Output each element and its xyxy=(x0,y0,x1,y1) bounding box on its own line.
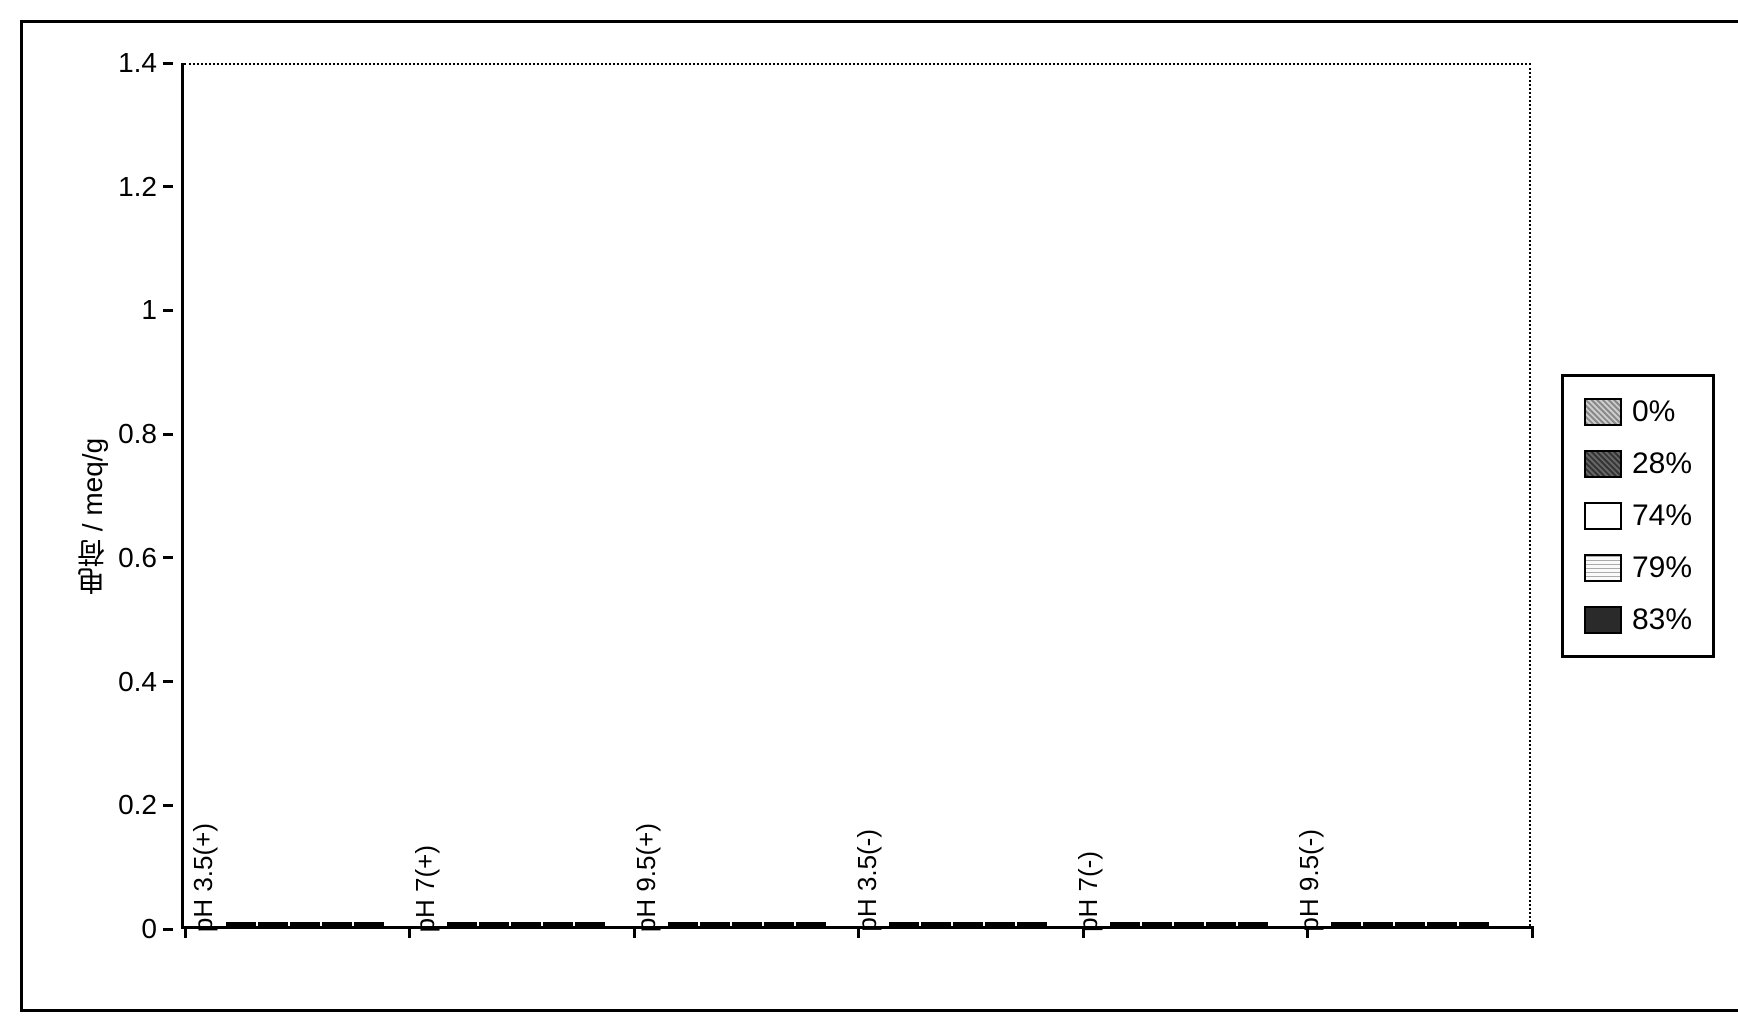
y-tick-mark xyxy=(163,309,173,312)
bar xyxy=(1017,922,1047,926)
x-tick-mark xyxy=(1531,926,1534,938)
legend-label: 0% xyxy=(1632,395,1675,429)
y-tick-label: 1.4 xyxy=(118,47,157,79)
y-tick: 1.4 xyxy=(118,47,173,79)
bar xyxy=(226,922,256,926)
legend-item: 79% xyxy=(1584,551,1692,585)
bar xyxy=(511,922,541,926)
bar xyxy=(543,922,573,926)
y-tick: 1.2 xyxy=(118,171,173,203)
bar xyxy=(796,922,826,926)
y-tick-label: 1.2 xyxy=(118,171,157,203)
bar xyxy=(732,922,762,926)
y-tick-label: 0 xyxy=(141,913,157,945)
y-tick-label: 0.2 xyxy=(118,789,157,821)
bar xyxy=(290,922,320,926)
y-tick-mark xyxy=(163,928,173,931)
bar xyxy=(479,922,509,926)
y-tick-mark xyxy=(163,185,173,188)
legend-item: 74% xyxy=(1584,499,1692,533)
bar xyxy=(322,922,352,926)
y-axis-label: 电荷 / meq/g xyxy=(63,63,113,969)
bar xyxy=(1238,922,1268,926)
bar xyxy=(354,922,384,926)
y-tick-label: 0.8 xyxy=(118,418,157,450)
x-tick-mark xyxy=(408,926,411,938)
legend-swatch xyxy=(1584,606,1622,634)
legend-label: 28% xyxy=(1632,447,1692,481)
bar xyxy=(575,922,605,926)
chart-body: 电荷 / meq/g 00.20.40.60.811.21.4 pH 3.5(+… xyxy=(63,63,1531,969)
bar-group: pH 9.5(+) xyxy=(641,922,853,926)
legend-label: 83% xyxy=(1632,603,1692,637)
bar xyxy=(1142,922,1172,926)
y-tick: 0.8 xyxy=(118,418,173,450)
group-label: pH 3.5(+) xyxy=(188,823,219,932)
group-label: pH 7(-) xyxy=(1073,851,1104,932)
x-tick-mark xyxy=(1082,926,1085,938)
y-tick-mark xyxy=(163,804,173,807)
bar-group: pH 3.5(-) xyxy=(862,922,1074,926)
y-tick: 0.4 xyxy=(118,666,173,698)
bar xyxy=(1363,922,1393,926)
x-tick-mark xyxy=(184,926,187,938)
bar xyxy=(447,922,477,926)
bar xyxy=(1206,922,1236,926)
group-label: pH 9.5(+) xyxy=(631,823,662,932)
y-tick-label: 1 xyxy=(141,294,157,326)
x-tick-mark xyxy=(857,926,860,938)
group-label: pH 7(+) xyxy=(410,845,441,932)
legend: 0% 28% 74% 79% 83% xyxy=(1561,374,1715,658)
bar xyxy=(985,922,1015,926)
bar-group: pH 3.5(+) xyxy=(198,922,410,926)
bar xyxy=(764,922,794,926)
bar-group: pH 7(+) xyxy=(420,922,632,926)
bar xyxy=(700,922,730,926)
bar xyxy=(1427,922,1457,926)
legend-item: 0% xyxy=(1584,395,1692,429)
group-label: pH 9.5(-) xyxy=(1294,829,1325,932)
x-tick-mark xyxy=(1306,926,1309,938)
legend-item: 83% xyxy=(1584,603,1692,637)
y-tick-mark xyxy=(163,556,173,559)
legend-swatch xyxy=(1584,450,1622,478)
legend-label: 74% xyxy=(1632,499,1692,533)
bar-group: pH 9.5(-) xyxy=(1304,922,1516,926)
y-tick: 0.2 xyxy=(118,789,173,821)
legend-swatch xyxy=(1584,502,1622,530)
y-tick-label: 0.4 xyxy=(118,666,157,698)
y-tick: 0.6 xyxy=(118,542,173,574)
legend-item: 28% xyxy=(1584,447,1692,481)
group-label: pH 3.5(-) xyxy=(852,829,883,932)
x-tick-mark xyxy=(633,926,636,938)
bar xyxy=(953,922,983,926)
bar xyxy=(1395,922,1425,926)
y-tick-mark xyxy=(163,433,173,436)
bar xyxy=(258,922,288,926)
bar xyxy=(1331,922,1361,926)
plot-area: pH 3.5(+)pH 7(+)pH 9.5(+)pH 3.5(-)pH 7(-… xyxy=(181,63,1531,929)
bar xyxy=(668,922,698,926)
y-axis: 00.20.40.60.811.21.4 xyxy=(113,63,181,969)
legend-label: 79% xyxy=(1632,551,1692,585)
bar xyxy=(889,922,919,926)
legend-swatch xyxy=(1584,398,1622,426)
bar-group: pH 7(-) xyxy=(1083,922,1295,926)
bar xyxy=(921,922,951,926)
legend-swatch xyxy=(1584,554,1622,582)
y-tick-mark xyxy=(163,62,173,65)
y-tick-label: 0.6 xyxy=(118,542,157,574)
y-tick: 1 xyxy=(141,294,173,326)
bar xyxy=(1110,922,1140,926)
bar xyxy=(1459,922,1489,926)
y-tick: 0 xyxy=(141,913,173,945)
y-tick-mark xyxy=(163,680,173,683)
chart-container: 电荷 / meq/g 0 0.2 0.4 0.6 0.8 1 1.2 1.4 pH 3.5(+… xyxy=(20,20,1738,1012)
bar xyxy=(1174,922,1204,926)
